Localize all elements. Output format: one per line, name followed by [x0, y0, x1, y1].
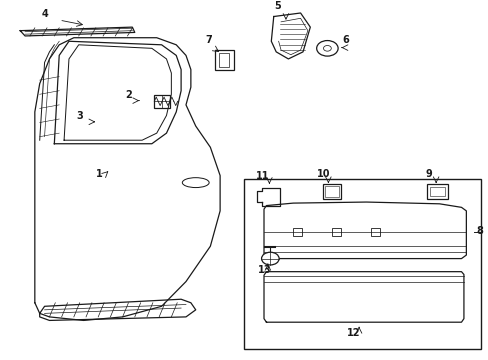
FancyBboxPatch shape [154, 95, 169, 108]
Text: 13: 13 [257, 265, 271, 275]
Text: 4: 4 [41, 9, 48, 18]
Text: 3: 3 [76, 111, 83, 121]
FancyBboxPatch shape [244, 179, 480, 349]
Text: 12: 12 [346, 328, 360, 338]
Text: 9: 9 [425, 169, 432, 179]
Circle shape [261, 252, 279, 265]
Text: 11: 11 [256, 171, 269, 181]
Text: 5: 5 [273, 1, 280, 12]
Text: 1: 1 [96, 169, 102, 179]
Text: 8: 8 [475, 226, 482, 236]
Text: 6: 6 [341, 35, 348, 45]
Text: 7: 7 [205, 35, 212, 45]
Text: 10: 10 [316, 169, 329, 179]
Text: 2: 2 [125, 90, 131, 100]
